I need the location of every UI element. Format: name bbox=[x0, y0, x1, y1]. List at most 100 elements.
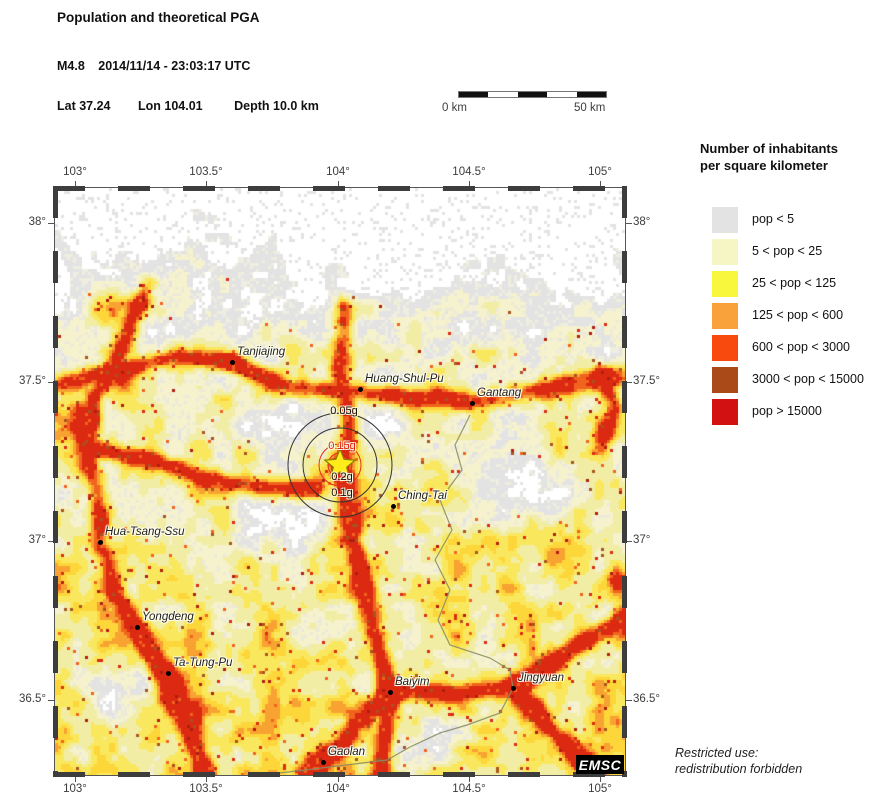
axis-tick-mark bbox=[625, 223, 632, 224]
lon-tick-label-bottom: 103.5° bbox=[189, 783, 223, 795]
lat-tick-label-left: 37° bbox=[28, 534, 46, 546]
axis-tick-mark bbox=[48, 382, 55, 383]
city-label: Gantang bbox=[477, 387, 522, 399]
legend-item-label: 5 < pop < 25 bbox=[752, 244, 823, 258]
population-pga-map: Tanjiajing Huang-Shul-Pu Gantang Ching-Tai H… bbox=[53, 186, 627, 777]
axis-tick-mark bbox=[48, 700, 55, 701]
legend-item: 25 < pop < 125 bbox=[700, 268, 884, 300]
legend-swatch bbox=[712, 303, 738, 329]
lon-tick-label-bottom: 104.5° bbox=[452, 783, 486, 795]
pga-ring-0.15g bbox=[318, 443, 362, 487]
emsc-logo: EMSC bbox=[576, 755, 624, 774]
city-label: Tanjiajing bbox=[237, 346, 286, 358]
lon-tick-label-top: 103.5° bbox=[189, 166, 223, 178]
legend-swatch bbox=[712, 207, 738, 233]
restricted-use-line2: redistribution forbidden bbox=[675, 762, 803, 776]
lat-tick-label-left: 38° bbox=[28, 216, 46, 228]
city-label: Ta-Tung-Pu bbox=[173, 657, 233, 669]
lat-tick-label-right: 36.5° bbox=[633, 693, 660, 705]
city-marker bbox=[511, 686, 516, 691]
city-label: Jingyuan bbox=[518, 672, 565, 684]
city-marker bbox=[470, 401, 475, 406]
lon-tick-label-bottom: 105° bbox=[588, 783, 612, 795]
city-label: Baiyim bbox=[395, 676, 430, 688]
restricted-use-note: Restricted use: redistribution forbidden bbox=[675, 745, 802, 777]
axis-tick-mark bbox=[625, 700, 632, 701]
event-datetime: 2014/11/14 - 23:03:17 UTC bbox=[98, 59, 251, 73]
axis-tick-mark bbox=[48, 541, 55, 542]
legend-swatch bbox=[712, 399, 738, 425]
legend-item: 5 < pop < 25 bbox=[700, 236, 884, 268]
pga-ring-0.1g bbox=[302, 427, 378, 503]
lat-tick-label-right: 37° bbox=[633, 534, 651, 546]
population-density-raster bbox=[55, 188, 625, 775]
axis-tick-mark bbox=[600, 775, 601, 782]
axis-tick-mark bbox=[75, 775, 76, 782]
scale-bar-zero-label: 0 km bbox=[442, 102, 467, 114]
legend-item-label: pop > 15000 bbox=[752, 404, 822, 418]
legend-item: 3000 < pop < 15000 bbox=[700, 364, 884, 396]
legend-item: 600 < pop < 3000 bbox=[700, 332, 884, 364]
lat-tick-label-left: 36.5° bbox=[19, 693, 46, 705]
scale-bar-segment bbox=[576, 92, 607, 97]
axis-tick-mark bbox=[338, 775, 339, 782]
map-overlay bbox=[261, 412, 514, 775]
axis-tick-mark bbox=[206, 181, 207, 188]
event-line: M4.8 2014/11/14 - 23:03:17 UTC bbox=[57, 59, 319, 73]
scale-bar-segment bbox=[459, 92, 489, 97]
legend-item: pop > 15000 bbox=[700, 396, 884, 428]
lat-tick-label-right: 37.5° bbox=[633, 375, 660, 387]
lon-tick-label-top: 104.5° bbox=[452, 166, 486, 178]
legend-swatch bbox=[712, 335, 738, 361]
city-marker bbox=[166, 671, 171, 676]
axis-tick-mark bbox=[75, 181, 76, 188]
legend-swatch bbox=[712, 271, 738, 297]
lat-tick-label-left: 37.5° bbox=[19, 375, 46, 387]
epicenter-star-icon bbox=[323, 447, 357, 480]
lon-tick-label-bottom: 103° bbox=[63, 783, 87, 795]
header: Population and theoretical PGA M4.8 2014… bbox=[57, 0, 319, 113]
legend-item-label: 125 < pop < 600 bbox=[752, 308, 844, 322]
legend-item: pop < 5 bbox=[700, 204, 884, 236]
lat-tick-label-right: 38° bbox=[633, 216, 651, 228]
axis-tick-mark bbox=[206, 775, 207, 782]
pga-ring-label: 0.2g bbox=[331, 471, 353, 483]
scale-bar-segment bbox=[517, 92, 548, 97]
restricted-use-line1: Restricted use: bbox=[675, 746, 759, 760]
axis-tick-mark bbox=[48, 223, 55, 224]
pga-ring-label: 0.15g bbox=[328, 440, 356, 452]
axis-tick-mark bbox=[625, 541, 632, 542]
axis-tick-mark bbox=[469, 775, 470, 782]
axis-tick-mark bbox=[600, 181, 601, 188]
legend-title-line2: per square kilometer bbox=[700, 158, 828, 173]
population-legend: Number of inhabitants per square kilomet… bbox=[700, 140, 884, 428]
axis-tick-mark bbox=[625, 382, 632, 383]
axis-tick-mark bbox=[338, 181, 339, 188]
event-magnitude: M4.8 bbox=[57, 59, 85, 73]
scale-bar-segment bbox=[488, 92, 518, 97]
city-label: Yongdeng bbox=[142, 611, 194, 623]
city-marker bbox=[321, 760, 326, 765]
event-longitude: Lon 104.01 bbox=[138, 99, 203, 113]
pga-ring-label: 0.05g bbox=[330, 405, 358, 417]
city-marker bbox=[388, 690, 393, 695]
legend-swatch bbox=[712, 367, 738, 393]
scale-bar bbox=[458, 91, 607, 98]
lon-tick-label-top: 103° bbox=[63, 166, 87, 178]
legend-item: 125 < pop < 600 bbox=[700, 300, 884, 332]
legend-item-label: 600 < pop < 3000 bbox=[752, 340, 851, 354]
event-latitude: Lat 37.24 bbox=[57, 99, 111, 113]
city-label: Hua-Tsang-Ssu bbox=[105, 526, 185, 538]
city-marker bbox=[98, 540, 103, 545]
axis-tick-mark bbox=[469, 181, 470, 188]
river-line bbox=[261, 414, 514, 775]
city-marker bbox=[230, 360, 235, 365]
legend-item-label: 25 < pop < 125 bbox=[752, 276, 837, 290]
page-title: Population and theoretical PGA bbox=[57, 10, 260, 25]
city-marker bbox=[135, 625, 140, 630]
lon-tick-label-bottom: 104° bbox=[326, 783, 350, 795]
city-marker bbox=[358, 387, 363, 392]
pga-ring-label: 0.1g bbox=[331, 487, 353, 499]
city-label: Huang-Shul-Pu bbox=[365, 373, 444, 385]
legend-item-label: pop < 5 bbox=[752, 212, 795, 226]
